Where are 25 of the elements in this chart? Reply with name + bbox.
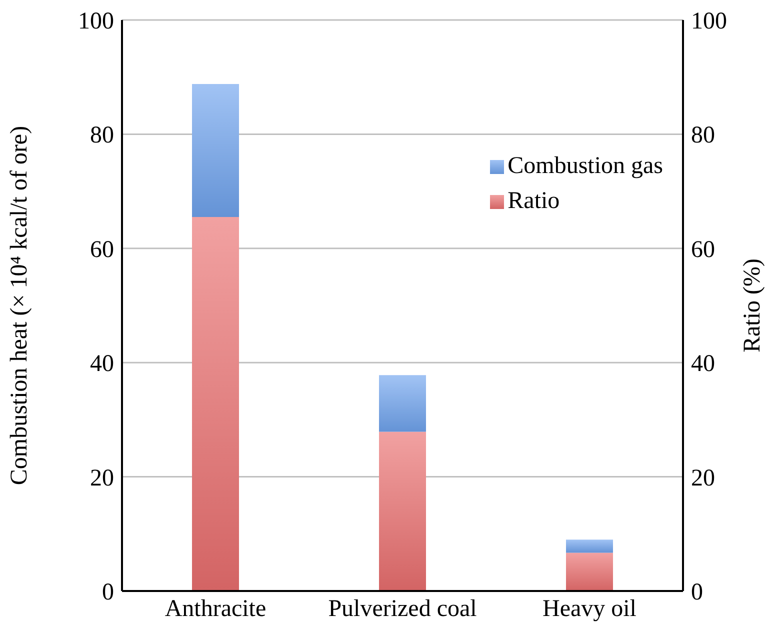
y-axis-title: Combustion heat (× 10⁴ kcal/t of ore) — [6, 126, 33, 486]
y2-tick-label: 60 — [691, 236, 715, 263]
x-tick-label: Pulverized coal — [328, 596, 478, 622]
y-tick-label: 80 — [90, 122, 114, 149]
y-tick-label: 60 — [90, 236, 114, 263]
bar — [192, 216, 239, 591]
bar — [192, 84, 239, 217]
y2-tick-label: 100 — [691, 8, 727, 35]
y-tick-label: 0 — [102, 580, 114, 606]
bar — [566, 552, 613, 591]
legend-label: Combustion gas — [508, 153, 663, 180]
x-tick-label: Anthracite — [164, 596, 266, 622]
legend-label: Ratio — [508, 188, 560, 215]
bar — [566, 540, 613, 553]
y2-tick-label: 20 — [691, 465, 715, 492]
y-tick-label: 100 — [78, 8, 114, 35]
bar — [379, 432, 426, 591]
y2-tick-label: 40 — [691, 351, 715, 378]
y-tick-label: 20 — [90, 465, 114, 492]
y2-tick-label: 80 — [691, 122, 715, 149]
y2-tick-label: 0 — [691, 580, 703, 606]
y2-axis-title: Ratio (%) — [740, 258, 766, 352]
x-tick-label: Heavy oil — [542, 596, 637, 622]
bar — [379, 375, 426, 432]
y-tick-label: 40 — [90, 351, 114, 378]
